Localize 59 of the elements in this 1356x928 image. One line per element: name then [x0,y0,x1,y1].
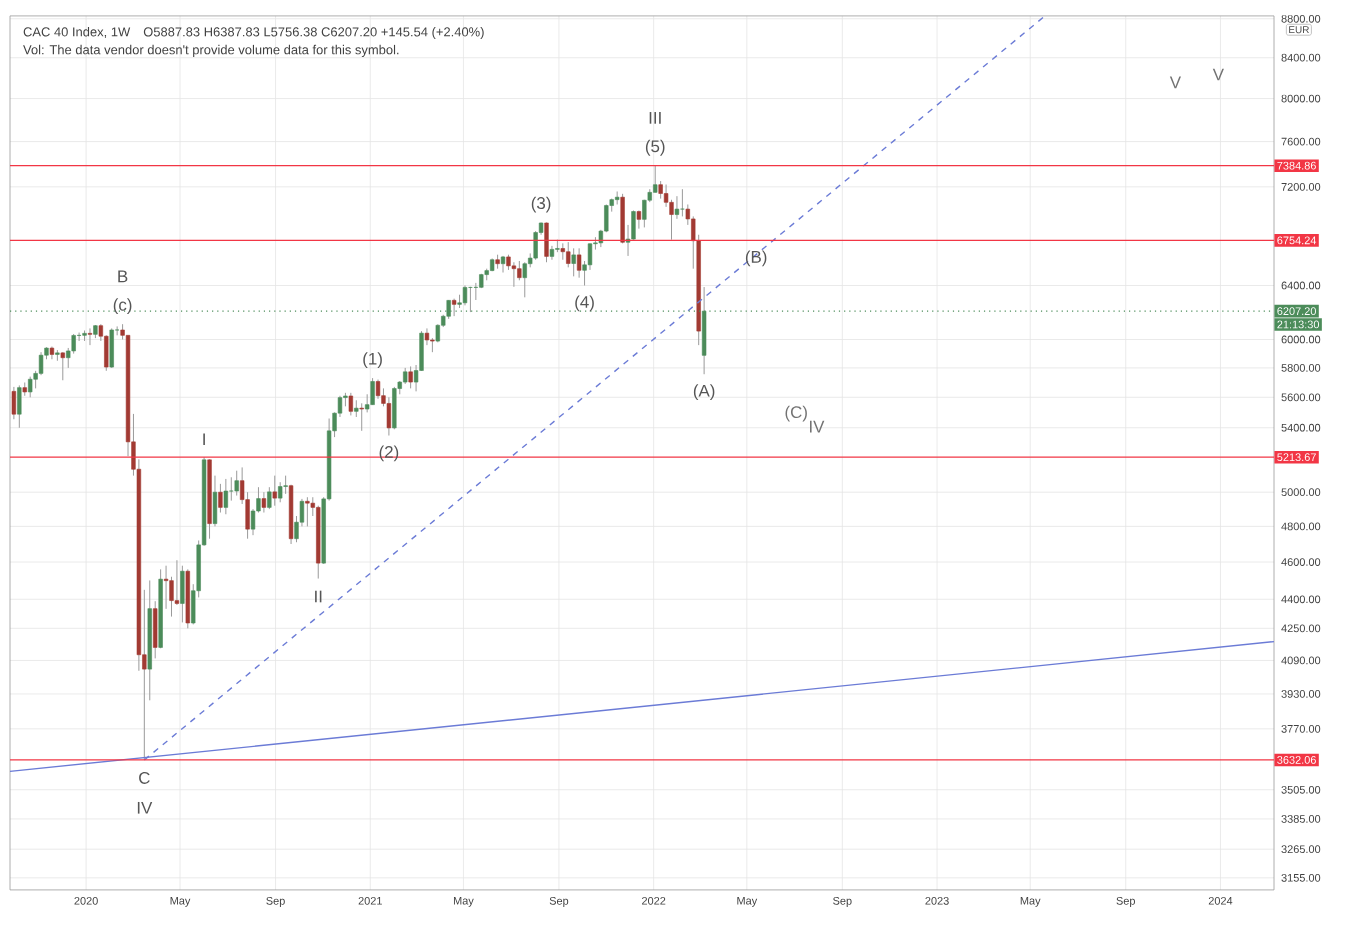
candlestick [680,188,685,217]
annotation: (c) [113,298,132,315]
candlestick [375,379,381,400]
candlestick [500,255,506,273]
annotation: (5) [645,139,665,156]
annotation: V [1212,68,1224,81]
candlestick [212,475,218,527]
candlestick [566,241,571,268]
candlestick [163,565,169,610]
annotation: IV [810,420,825,433]
candlestick [424,327,430,346]
annotation: (A) [693,384,715,401]
candlestick [511,261,517,288]
candlestick [305,496,310,527]
annotation: B [118,270,128,283]
candlestick [28,376,33,398]
annotation: II [315,590,322,603]
candlestick [229,476,234,502]
candlestick [359,402,364,432]
candlestick [473,282,479,301]
candlestick [533,230,538,261]
candlestick [17,384,22,429]
annotation: (3) [531,196,551,213]
candlestick [544,221,549,263]
candlestick [522,261,527,298]
candlestick [386,396,392,437]
candlestick [451,298,457,317]
candlestick [272,475,277,507]
candlestick [392,386,397,430]
annotation: I [203,433,205,446]
candlestick [261,491,267,514]
candlestick [223,478,229,515]
candlestick [576,247,582,279]
annotation: V [1169,76,1181,89]
candlestick [370,377,375,406]
candlestick [571,247,576,277]
candlestick [180,565,185,623]
candlestick [462,285,468,306]
annotation: (1) [363,352,382,369]
candlestick [653,165,658,194]
candlestick [517,260,522,281]
candlestick [278,481,283,503]
annotation: (B) [745,250,767,267]
candlestick [674,195,680,220]
annotation: (4) [575,295,594,312]
annotation: IV [137,801,153,814]
candlestick [636,209,642,230]
candlestick [348,392,354,416]
candlestick [60,351,65,381]
candlestick [218,483,223,514]
candlestick [109,327,114,369]
annotation: (C) [785,405,807,422]
annotation: III [649,112,661,124]
candlestick [408,365,413,389]
candlestick [87,327,93,346]
candlestick [234,470,239,497]
candlestick [153,600,158,659]
candlestick [283,475,288,495]
annotation: C [139,771,150,784]
